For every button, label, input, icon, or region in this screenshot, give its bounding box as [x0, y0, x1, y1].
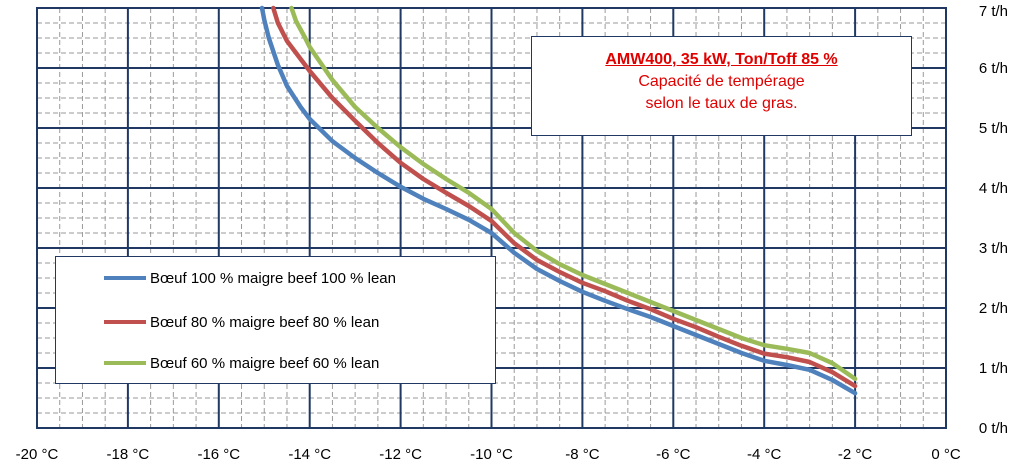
legend-label-100-lean: Bœuf 100 % maigre beef 100 % lean	[150, 269, 396, 287]
y-tick-label: 0 t/h	[979, 420, 1008, 437]
y-tick-label: 5 t/h	[979, 120, 1008, 137]
x-tick-label: -4 °C	[747, 446, 782, 463]
legend: Bœuf 100 % maigre beef 100 % lean Bœuf 8…	[55, 256, 496, 384]
y-tick-label: 2 t/h	[979, 300, 1008, 317]
series-line-0	[259, 5, 858, 396]
legend-item-80-lean: Bœuf 80 % maigre beef 80 % lean	[56, 312, 379, 332]
x-tick-label: -10 °C	[470, 446, 513, 463]
chart-subtitle-line-1: Capacité de tempérage	[638, 73, 805, 90]
series-line-1	[271, 5, 858, 389]
y-tick-label: 1 t/h	[979, 360, 1008, 377]
x-tick-label: -20 °C	[16, 446, 59, 463]
series-line-2	[289, 5, 858, 382]
legend-swatch-80-lean	[104, 320, 146, 324]
y-tick-label: 7 t/h	[979, 3, 1008, 20]
x-tick-label: 0 °C	[931, 446, 961, 463]
chart-title-box: AMW400, 35 kW, Ton/Toff 85 % Capacité de…	[531, 36, 912, 136]
y-tick-label: 4 t/h	[979, 180, 1008, 197]
plot-frame	[36, 7, 947, 429]
x-tick-label: -12 °C	[379, 446, 422, 463]
legend-swatch-60-lean	[104, 361, 146, 365]
legend-label-60-lean: Bœuf 60 % maigre beef 60 % lean	[150, 354, 380, 372]
series-layer	[259, 5, 858, 396]
x-tick-label: -8 °C	[565, 446, 600, 463]
x-tick-label: -6 °C	[656, 446, 691, 463]
x-tick-label: -2 °C	[838, 446, 873, 463]
x-axis-ticks: -20 °C -18 °C -16 °C -14 °C -12 °C -10 °C -8 °…	[16, 446, 961, 463]
y-axis-ticks: 0 t/h 1 t/h 2 t/h 3 t/h 4 t/h 5 t/h 6 t/h 7 t/h	[979, 3, 1008, 437]
x-tick-label: -14 °C	[288, 446, 331, 463]
x-tick-label: -16 °C	[197, 446, 240, 463]
chart-subtitle-line-2: selon le taux de gras.	[645, 95, 798, 112]
x-tick-label: -18 °C	[107, 446, 150, 463]
y-tick-label: 6 t/h	[979, 60, 1008, 77]
legend-item-60-lean: Bœuf 60 % maigre beef 60 % lean	[56, 353, 379, 373]
chart-title: AMW400, 35 kW, Ton/Toff 85 %	[605, 51, 838, 68]
legend-item-100-lean: Bœuf 100 % maigre beef 100 % lean	[56, 268, 396, 288]
y-tick-label: 3 t/h	[979, 240, 1008, 257]
legend-label-80-lean: Bœuf 80 % maigre beef 80 % lean	[150, 313, 380, 331]
legend-swatch-100-lean	[104, 276, 146, 280]
